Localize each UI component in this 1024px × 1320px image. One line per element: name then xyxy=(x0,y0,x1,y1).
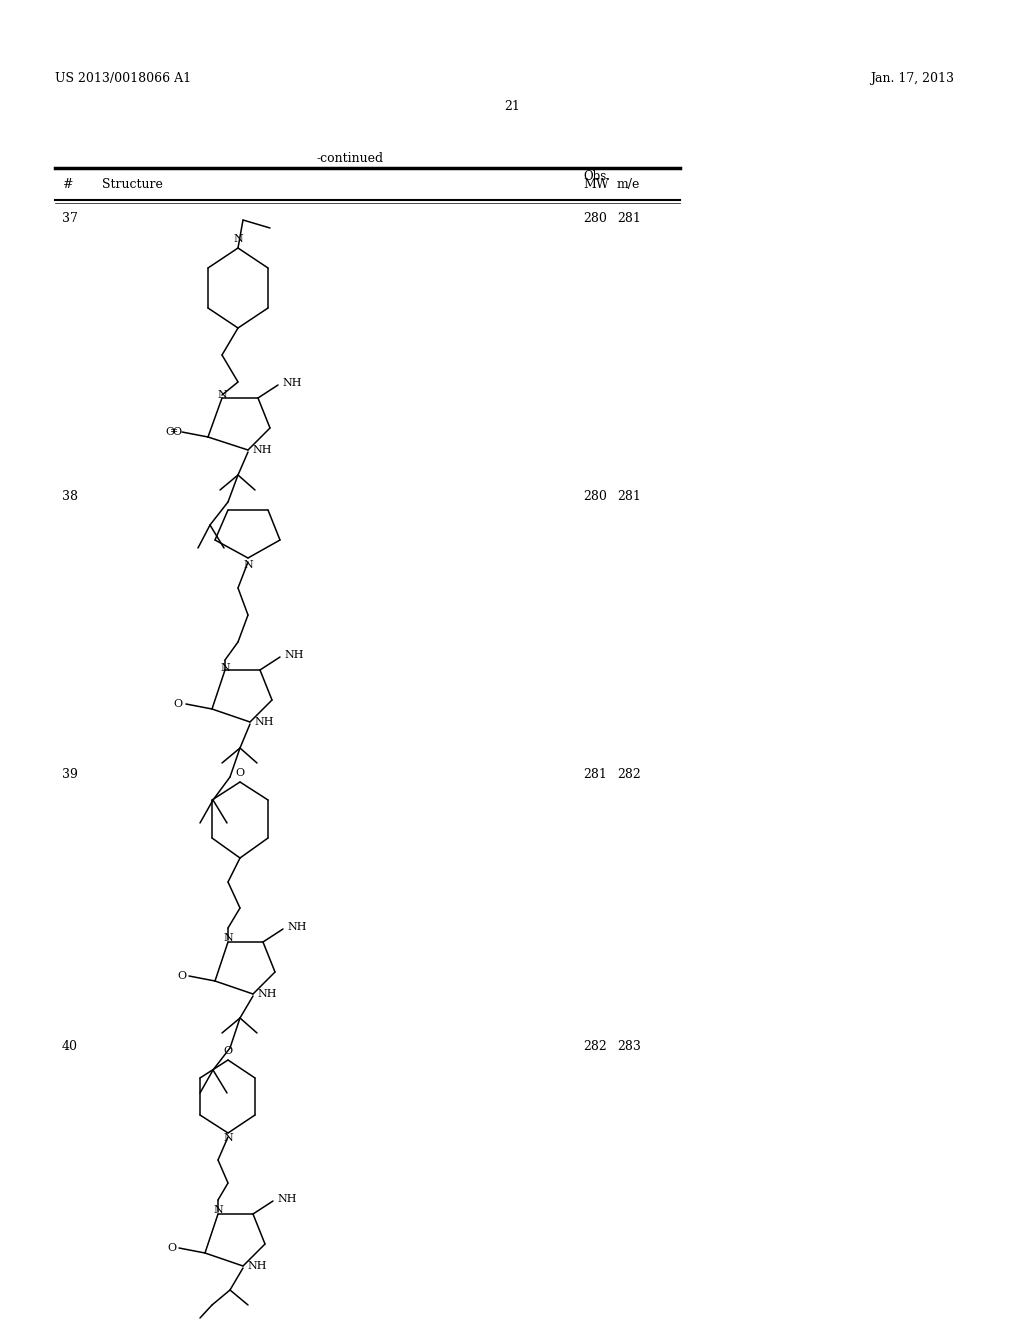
Text: -continued: -continued xyxy=(316,152,384,165)
Text: NH: NH xyxy=(282,378,301,388)
Text: N: N xyxy=(223,1133,232,1143)
Text: N: N xyxy=(233,234,243,244)
Text: Obs.: Obs. xyxy=(583,170,610,183)
Text: O: O xyxy=(177,972,186,981)
Text: #: # xyxy=(62,178,73,191)
Text: 21: 21 xyxy=(504,100,520,114)
Text: O: O xyxy=(167,1243,176,1253)
Text: 37: 37 xyxy=(62,213,78,224)
Text: O: O xyxy=(166,426,175,437)
Text: Structure: Structure xyxy=(102,178,163,191)
Text: O: O xyxy=(236,768,245,777)
Text: N: N xyxy=(217,389,227,400)
Text: 281: 281 xyxy=(583,768,607,781)
Text: 281: 281 xyxy=(617,213,641,224)
Text: 280: 280 xyxy=(583,213,607,224)
Text: NH: NH xyxy=(257,989,276,999)
Text: O: O xyxy=(174,700,183,709)
Text: =: = xyxy=(170,428,178,437)
Text: N: N xyxy=(223,933,232,942)
Text: 280: 280 xyxy=(583,490,607,503)
Text: NH: NH xyxy=(287,921,306,932)
Text: N: N xyxy=(213,1205,223,1214)
Text: NH: NH xyxy=(252,445,271,455)
Text: NH: NH xyxy=(278,1195,297,1204)
Text: O: O xyxy=(223,1045,232,1056)
Text: 283: 283 xyxy=(617,1040,641,1053)
Text: NH: NH xyxy=(254,717,273,727)
Text: N: N xyxy=(220,663,229,673)
Text: 38: 38 xyxy=(62,490,78,503)
Text: Jan. 17, 2013: Jan. 17, 2013 xyxy=(870,73,954,84)
Text: 281: 281 xyxy=(617,490,641,503)
Text: US 2013/0018066 A1: US 2013/0018066 A1 xyxy=(55,73,191,84)
Text: 40: 40 xyxy=(62,1040,78,1053)
Text: N: N xyxy=(243,560,253,570)
Text: m/e: m/e xyxy=(617,178,640,191)
Text: NH: NH xyxy=(284,649,303,660)
Text: MW: MW xyxy=(583,178,608,191)
Text: 282: 282 xyxy=(617,768,641,781)
Text: 39: 39 xyxy=(62,768,78,781)
Text: 282: 282 xyxy=(583,1040,607,1053)
Text: O: O xyxy=(172,426,181,437)
Text: NH: NH xyxy=(247,1261,266,1271)
